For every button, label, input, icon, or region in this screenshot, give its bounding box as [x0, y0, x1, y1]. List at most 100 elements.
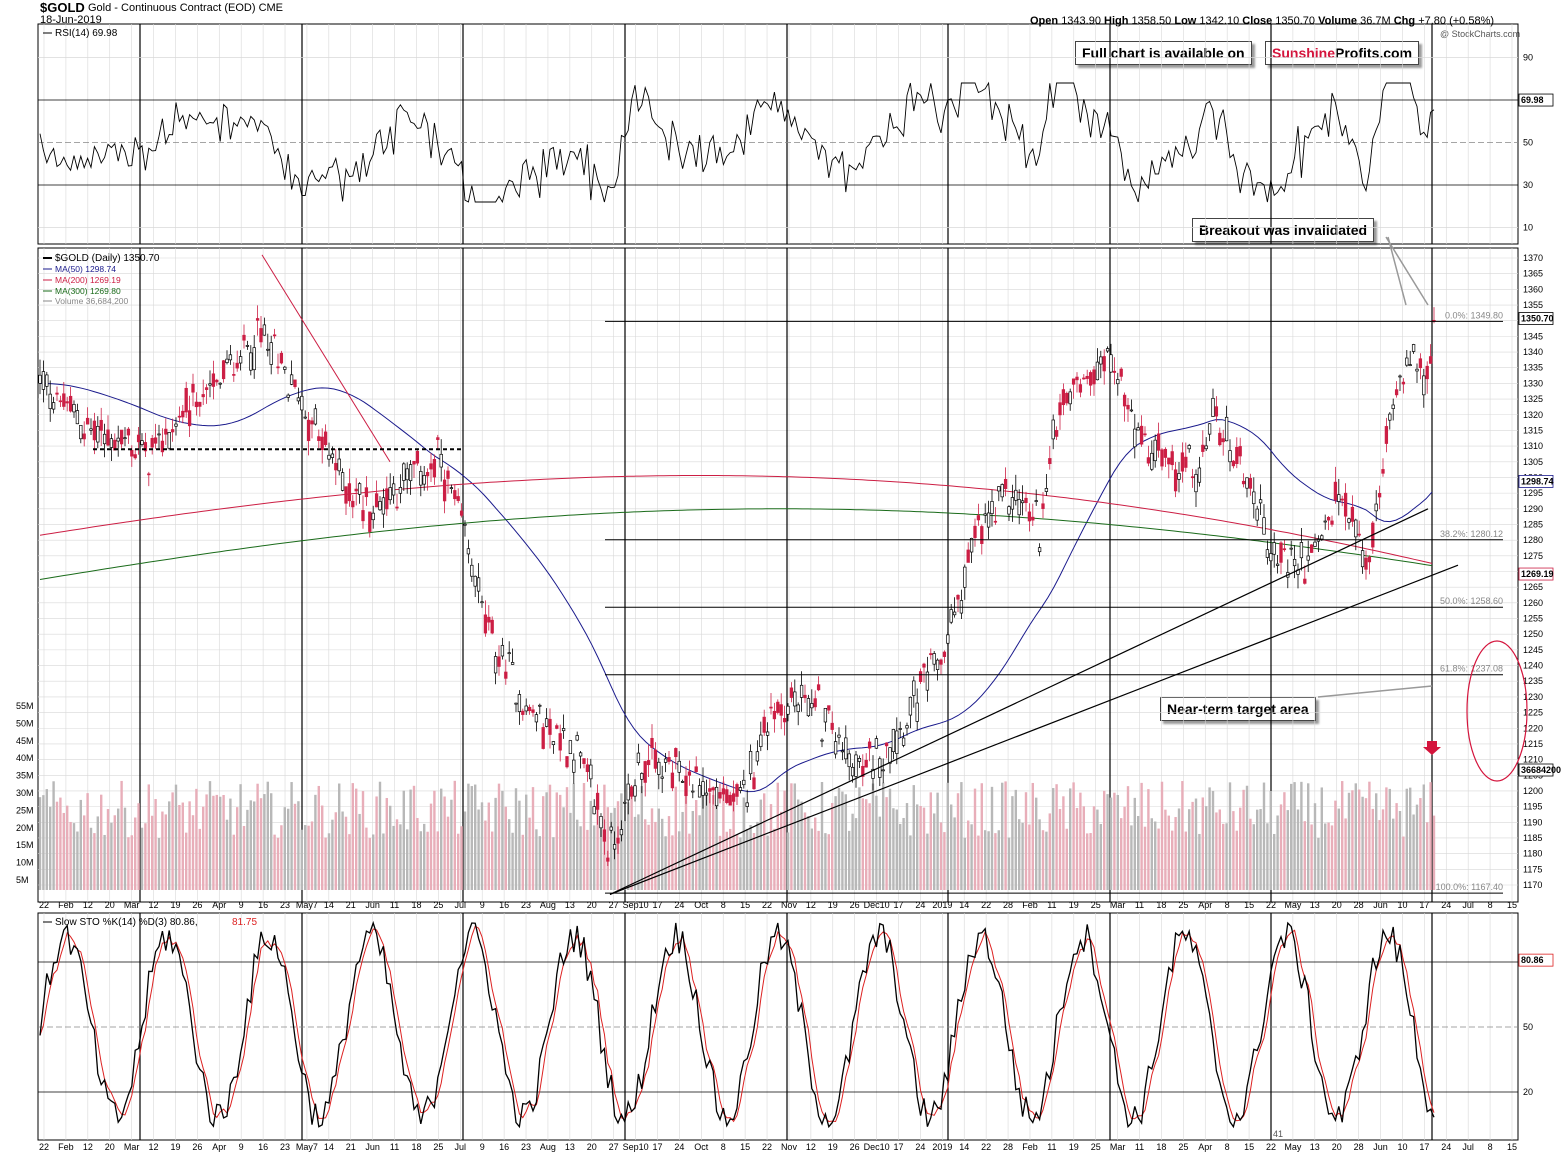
- volume-bar: [174, 784, 178, 890]
- volume-bar: [1293, 782, 1296, 890]
- volume-tag: 36684200: [1521, 765, 1561, 775]
- volume-bar: [596, 806, 599, 890]
- x-tick-label-bottom: 8: [721, 1142, 726, 1152]
- volume-bar: [1283, 792, 1286, 890]
- volume-bar: [1024, 792, 1028, 890]
- volume-bar: [253, 801, 256, 890]
- candle-body: [1099, 356, 1103, 365]
- x-tick-label: 24: [915, 900, 925, 910]
- candle-body: [1088, 372, 1093, 386]
- x-tick-label: 15: [1507, 900, 1517, 910]
- y-tick-label: 1185: [1523, 833, 1542, 843]
- candle-body: [881, 769, 885, 772]
- candle-body: [446, 470, 450, 479]
- volume-bar: [514, 788, 518, 890]
- candle-body: [330, 453, 335, 458]
- volume-bar: [790, 783, 793, 890]
- candle-body: [442, 479, 447, 502]
- candle-body: [844, 737, 848, 760]
- x-tick-label-bottom: Jul: [455, 1142, 467, 1152]
- candle-body: [585, 764, 590, 773]
- volume-bar: [1188, 809, 1191, 890]
- candle-body: [310, 420, 314, 425]
- volume-bar: [215, 794, 218, 890]
- candle-body: [459, 510, 464, 516]
- volume-bar: [882, 782, 885, 890]
- candle-body: [867, 741, 872, 749]
- candle-body: [1037, 547, 1042, 553]
- volume-bar: [715, 792, 718, 890]
- volume-bar: [453, 780, 456, 890]
- volume-bar: [593, 825, 596, 890]
- candle-body: [449, 487, 454, 489]
- volume-bar: [1368, 781, 1371, 890]
- rsi-tick-label: 10: [1523, 223, 1533, 233]
- y-tick-label: 1250: [1523, 629, 1543, 639]
- volume-bar: [232, 834, 235, 890]
- volume-bar: [287, 808, 290, 890]
- volume-bar: [1252, 824, 1255, 890]
- sto-k-line: [39, 920, 1435, 1129]
- sto-title-d: 81.75: [232, 917, 257, 928]
- candle-body: [1156, 433, 1161, 451]
- x-tick-label: Nov: [781, 900, 798, 910]
- candle-body: [769, 706, 773, 709]
- legend-entry: Volume 36,684,200: [55, 296, 129, 306]
- candle-body: [1425, 365, 1429, 380]
- candle-body: [1374, 503, 1378, 512]
- volume-bar: [89, 827, 93, 890]
- candle-body: [687, 771, 692, 776]
- x-tick-label: Jul: [455, 900, 467, 910]
- candle-body: [1170, 451, 1174, 466]
- volume-bar: [1266, 823, 1269, 890]
- volume-bar: [1218, 809, 1221, 890]
- candle-body: [232, 374, 236, 376]
- y-tick-label: 1320: [1523, 410, 1543, 420]
- volume-bar: [127, 837, 130, 890]
- brand-sunshine: Sunshine: [1272, 45, 1336, 61]
- volume-bar: [1089, 833, 1092, 890]
- y-tick-label: 1360: [1523, 284, 1543, 294]
- candle-body: [1235, 446, 1239, 465]
- volume-bar: [933, 813, 936, 890]
- volume-bar: [732, 792, 735, 890]
- x-tick-label-bottom: 22: [981, 1142, 991, 1152]
- volume-bar: [817, 830, 820, 890]
- x-tick-label-bottom: May7: [296, 1142, 318, 1152]
- candle-body: [544, 718, 549, 727]
- volume-bar: [793, 783, 796, 890]
- volume-bar: [1069, 788, 1072, 890]
- volume-bar: [314, 794, 317, 890]
- volume-bar: [531, 787, 535, 890]
- candle-body: [1000, 484, 1004, 498]
- candle-body: [1044, 488, 1049, 492]
- candle-body: [1258, 499, 1263, 504]
- volume-bar: [69, 821, 72, 890]
- volume-bar: [1249, 818, 1252, 890]
- candle-body: [786, 705, 790, 715]
- volume-bar: [837, 787, 841, 890]
- candle-body: [935, 659, 940, 670]
- sto-title: Slow STO %K(14) %D(3) 80.86,: [55, 917, 198, 928]
- candle-body: [300, 395, 304, 411]
- x-tick-label-bottom: 14: [959, 1142, 969, 1152]
- candle-body: [895, 730, 899, 754]
- volume-bar: [1395, 803, 1398, 890]
- candle-body: [714, 786, 719, 807]
- x-tick-label-bottom: 11: [1047, 1142, 1056, 1152]
- x-tick-label-bottom: 22: [762, 1142, 772, 1152]
- x-tick-label-bottom: 17: [1419, 1142, 1429, 1152]
- volume-bar: [1344, 818, 1347, 890]
- x-tick-label-bottom: Jul: [1462, 1142, 1474, 1152]
- candle-body: [1167, 457, 1171, 465]
- x-tick-label: Sep10: [623, 900, 649, 910]
- candle-body: [1357, 533, 1361, 536]
- y-tick-label: 1345: [1523, 331, 1543, 341]
- candle-body: [140, 440, 144, 445]
- candle-body: [704, 792, 709, 796]
- x-tick-label-bottom: 27: [609, 1142, 619, 1152]
- candle-body: [833, 741, 838, 755]
- candle-body: [599, 815, 603, 829]
- candle-body: [419, 471, 423, 486]
- candle-body: [136, 434, 141, 443]
